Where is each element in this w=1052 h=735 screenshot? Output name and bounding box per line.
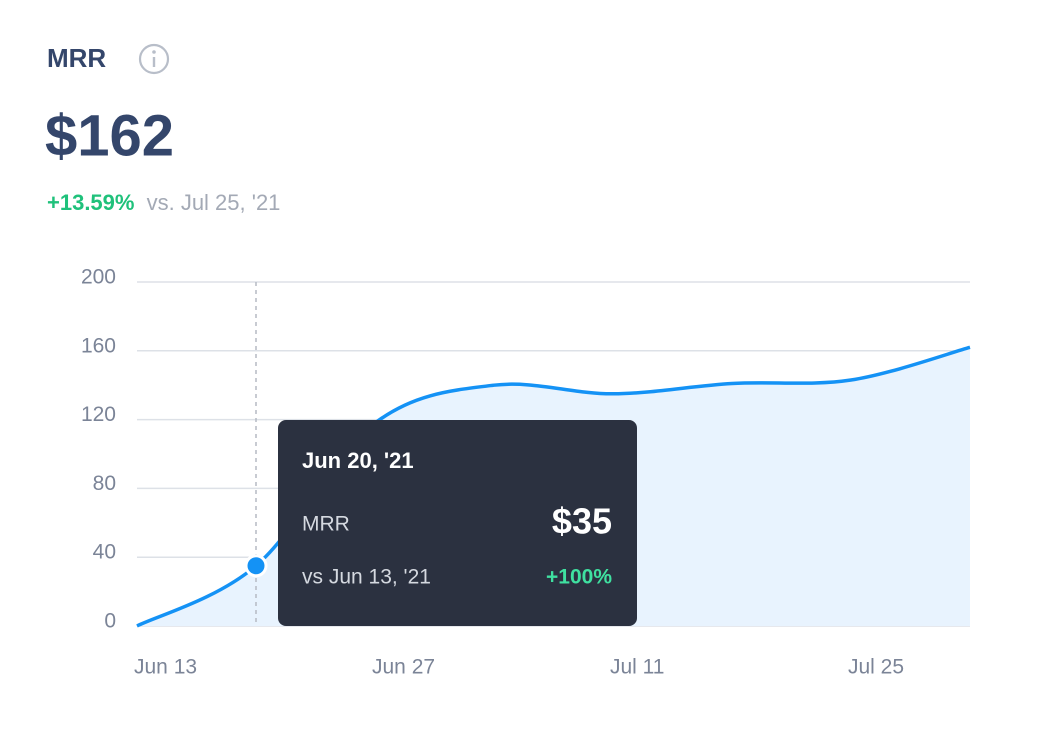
metric-change: +13.59% (47, 190, 134, 215)
tooltip-comparison: vs Jun 13, '21 (302, 566, 431, 589)
y-tick-label: 40 (93, 541, 116, 564)
tooltip-box (278, 420, 637, 626)
info-icon[interactable] (138, 43, 170, 75)
metric-comparison: vs. Jul 25, '21 (147, 190, 281, 215)
x-tick-label: Jun 13 (134, 656, 197, 679)
tooltip-value: $35 (552, 501, 612, 542)
metric-title: MRR (47, 43, 106, 73)
y-tick-label: 200 (81, 266, 116, 289)
x-tick-label: Jul 11 (610, 656, 664, 679)
x-tick-label: Jun 27 (372, 656, 435, 679)
hover-point (244, 554, 268, 578)
y-tick-label: 120 (81, 403, 116, 426)
metric-value: $162 (45, 103, 174, 168)
tooltip-change: +100% (546, 566, 612, 589)
y-tick-label: 160 (81, 334, 116, 357)
x-tick-label: Jul 25 (848, 656, 904, 679)
tooltip: Jun 20, '21 MRR $35 vs Jun 13, '21 +100% (278, 420, 637, 626)
plot: 0 40 80 120 160 200 Jun 13 Jun 27 Jul 11 Jul 25 Ju… (81, 266, 971, 679)
metric-change-line: +13.59% vs. Jul 25, '21 (47, 190, 280, 215)
line (136, 345, 971, 628)
tooltip-date: Jun 20, '21 (302, 448, 414, 473)
y-tick-label: 0 (104, 610, 116, 633)
y-tick-label: 80 (93, 472, 116, 495)
tooltip-label: MRR (302, 513, 350, 536)
